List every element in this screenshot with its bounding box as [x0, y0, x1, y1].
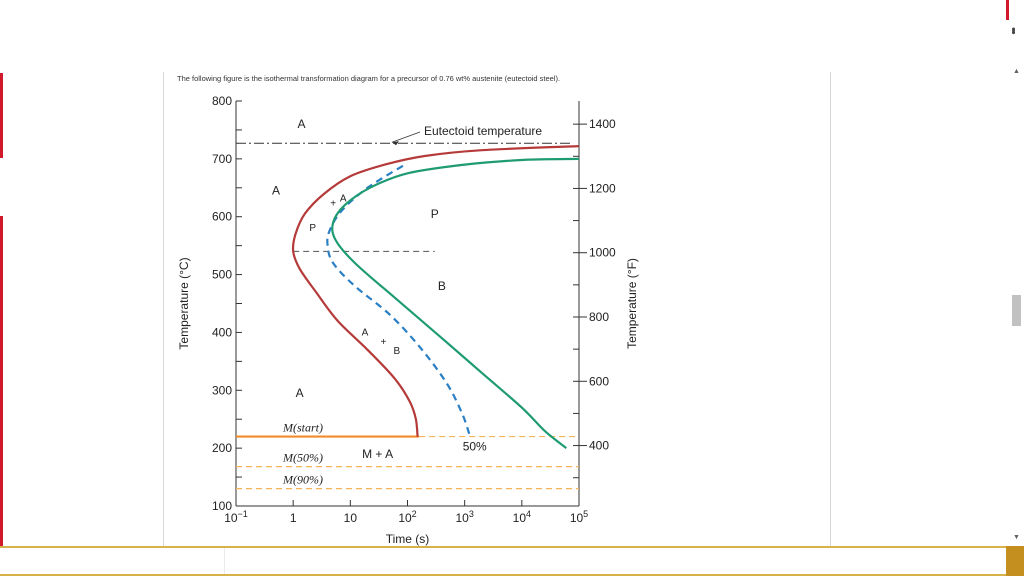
y2-tick-label: 400	[589, 439, 609, 453]
eutectoid-label: Eutectoid temperature	[424, 124, 542, 138]
y2-tick-label: 1400	[589, 117, 616, 131]
region-label: A	[296, 386, 304, 400]
x-tick-label: 10	[344, 511, 358, 525]
scrollbar-thumb[interactable]	[1012, 295, 1021, 326]
y-tick-label: 100	[212, 499, 232, 513]
bottom-bar	[0, 546, 1024, 576]
scroll-up-arrow-icon[interactable]: ▲	[1013, 68, 1020, 75]
left-accent-bar-top	[0, 73, 3, 158]
curve-fifty	[326, 163, 471, 435]
y-tick-label: 300	[212, 383, 232, 397]
y2-tick-label: 600	[589, 374, 609, 388]
eutectoid-arrowhead	[392, 141, 399, 146]
curve-label: A	[362, 327, 369, 338]
content-frame	[163, 72, 831, 547]
curve-label: B	[393, 346, 400, 357]
more-options-icon[interactable]: •••	[1007, 27, 1019, 33]
region-label: M + A	[362, 447, 393, 461]
curve-label: +	[381, 337, 387, 348]
vertical-scrollbar[interactable]: ▲ ▼	[1009, 64, 1024, 546]
eutectoid-pointer	[391, 131, 421, 143]
region-label: A	[298, 117, 306, 131]
curve-label: A	[340, 194, 347, 205]
y-tick-label: 400	[212, 325, 232, 339]
y2-tick-label: 1000	[589, 246, 616, 260]
corner-block	[1006, 546, 1024, 576]
x-axis-title: Time (s)	[386, 532, 430, 546]
y-tick-label: 200	[212, 441, 232, 455]
x-tick-label: 1	[290, 511, 297, 525]
hline-label-m90: M(90%)	[282, 473, 323, 487]
region-label: 50%	[463, 439, 487, 453]
region-label: A	[272, 184, 280, 198]
curve-finish	[331, 157, 580, 449]
curve-label: P	[309, 223, 316, 234]
region-label: P	[431, 207, 439, 221]
y2-axis-title: Temperature (°F)	[625, 258, 639, 349]
curve-label: +	[330, 198, 336, 209]
y2-tick-label: 800	[589, 310, 609, 324]
y-tick-label: 500	[212, 268, 232, 282]
y-tick-label: 800	[212, 94, 232, 108]
x-tick-label: 10−1	[224, 509, 248, 525]
question-caption: The following figure is the isothermal t…	[177, 74, 561, 83]
y-tick-label: 600	[212, 210, 232, 224]
x-tick-label: 104	[513, 509, 531, 525]
scroll-down-arrow-icon[interactable]: ▼	[1013, 534, 1020, 541]
x-tick-label: 102	[398, 509, 416, 525]
x-tick-label: 105	[570, 509, 588, 525]
hline-label-m50: M(50%)	[282, 451, 323, 465]
curve-start	[291, 145, 580, 437]
region-label: B	[438, 279, 446, 293]
left-accent-bar-bottom	[0, 216, 3, 546]
hline-label-ms: M(start)	[282, 421, 323, 435]
y-tick-label: 700	[212, 152, 232, 166]
x-tick-label: 103	[455, 509, 473, 525]
y-axis-title: Temperature (°C)	[177, 257, 191, 349]
top-right-accent	[1006, 0, 1009, 20]
bottom-bar-divider	[224, 548, 225, 574]
y2-tick-label: 1200	[589, 181, 616, 195]
